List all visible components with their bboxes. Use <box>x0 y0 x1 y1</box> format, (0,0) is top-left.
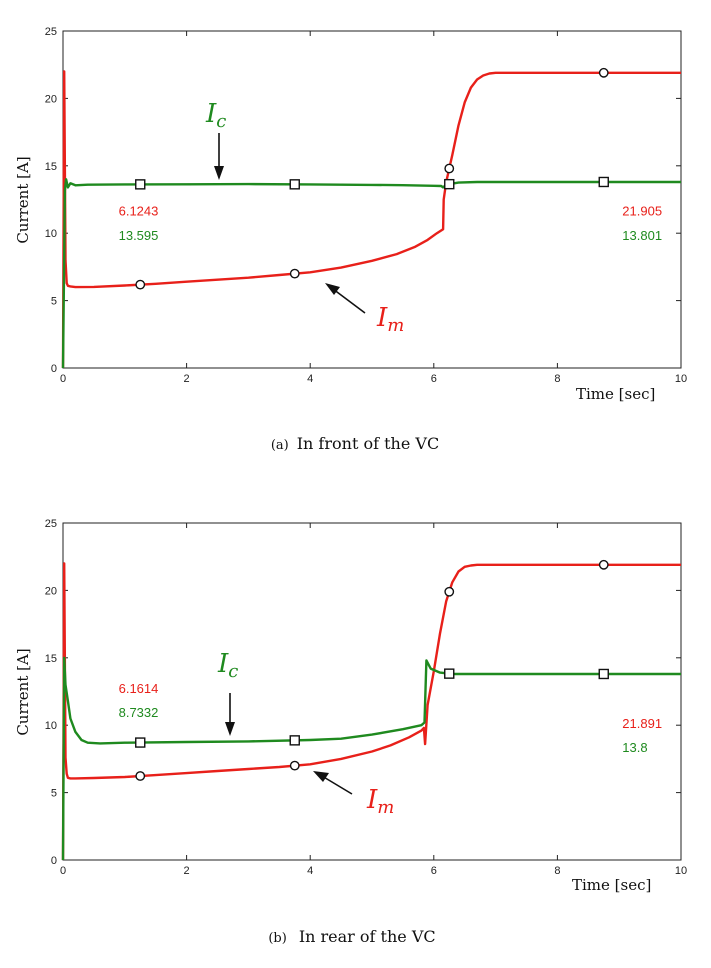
x-tick-label-b-2: 4 <box>307 865 313 877</box>
y-tick-label-b-1: 5 <box>51 788 57 800</box>
ic-label-a: Ic <box>205 99 226 132</box>
y-tick-label-b-2: 10 <box>45 720 57 732</box>
x-tick-label-a-3: 6 <box>431 373 437 385</box>
series-lines-b <box>61 562 681 861</box>
y-axis-label-a: Current [A] <box>14 156 32 243</box>
series-line-b-i-m <box>61 562 681 861</box>
y-tick-label-b-3: 15 <box>45 653 57 665</box>
x-axis-label-bg-b <box>568 874 672 896</box>
value-label-b-0: 6.1614 <box>119 681 159 696</box>
ic-label-sub-a: c <box>216 111 226 132</box>
value-label-b-1: 8.7332 <box>119 705 159 720</box>
ic-label-b: Ic <box>217 649 238 682</box>
marker-a-i-m-3 <box>598 67 609 78</box>
marker-b-i-c-3 <box>598 668 609 680</box>
caption-a: (a) In front of the VC <box>271 434 439 453</box>
marker-b-i-m-1 <box>289 760 300 771</box>
y-tick-label-b-5: 25 <box>45 518 57 530</box>
x-tick-label-a-1: 2 <box>184 373 190 385</box>
ic-arrow-a <box>214 133 224 180</box>
value-label-b-3: 13.8 <box>622 740 647 755</box>
y-tick-label-a-4: 20 <box>45 93 57 105</box>
x-axis-label-bg-a <box>572 383 672 405</box>
series-line-a-i-m <box>61 70 681 369</box>
marker-a-i-m-1 <box>289 268 300 279</box>
y-axis-label-b: Current [A] <box>14 648 32 735</box>
ic-label-main-b: I <box>217 649 229 679</box>
x-tick-label-a-0: 0 <box>60 373 66 385</box>
im-arrow-a <box>325 283 366 314</box>
ticks-b: 0 2 4 6 8 10 0 5 10 15 20 25 <box>45 518 687 877</box>
chart-b: 0 2 4 6 8 10 0 5 10 15 20 25 6.1614 8.7332 21.891 13.8… <box>14 518 687 946</box>
x-tick-label-b-0: 0 <box>60 865 66 877</box>
ic-label-main-a: I <box>205 99 217 129</box>
marker-b-i-m-3 <box>598 559 609 570</box>
marker-a-i-c-2 <box>444 178 455 190</box>
x-tick-label-b-1: 2 <box>184 865 190 877</box>
im-label-main-b: I <box>366 785 378 815</box>
y-tick-label-b-0: 0 <box>51 855 57 867</box>
x-axis-label-b: Time [sec] <box>572 876 651 894</box>
x-tick-label-b-5: 10 <box>675 865 687 877</box>
series-lines-a <box>61 70 681 369</box>
value-label-a-3: 13.801 <box>622 228 662 243</box>
y-tick-label-a-3: 15 <box>45 161 57 173</box>
im-label-main-a: I <box>376 303 388 333</box>
series-line-b-i-c <box>61 656 681 861</box>
annotations-b: 6.1614 8.7332 21.891 13.8 <box>119 681 662 755</box>
x-tick-label-b-3: 6 <box>431 865 437 877</box>
y-tick-label-a-0: 0 <box>51 363 57 375</box>
caption-text-b: In rear of the VC <box>299 927 436 946</box>
x-tick-label-a-5: 10 <box>675 373 687 385</box>
im-label-sub-b: m <box>377 797 394 818</box>
x-axis-label-a: Time [sec] <box>576 385 655 403</box>
value-label-a-2: 21.905 <box>622 204 662 219</box>
x-tick-label-a-2: 4 <box>307 373 313 385</box>
marker-b-i-m-2 <box>444 586 455 597</box>
value-label-a-0: 6.1243 <box>119 204 159 219</box>
y-tick-label-a-1: 5 <box>51 296 57 308</box>
im-label-b: Im <box>366 785 394 818</box>
value-label-b-2: 21.891 <box>622 716 662 731</box>
markers-b <box>135 559 609 781</box>
plot-area-a <box>62 30 682 369</box>
marker-b-i-m-0 <box>135 771 146 781</box>
ic-label-sub-b: c <box>228 661 238 682</box>
marker-a-i-c-3 <box>598 176 609 188</box>
y-tick-label-a-5: 25 <box>45 26 57 38</box>
im-label-a: Im <box>376 303 404 336</box>
plot-area-b <box>62 522 682 861</box>
marker-a-i-m-0 <box>135 279 146 290</box>
y-tick-label-a-2: 10 <box>45 228 57 240</box>
marker-b-i-c-2 <box>444 668 455 679</box>
im-label-sub-a: m <box>387 315 404 336</box>
caption-letter-a: (a) <box>271 438 289 453</box>
marker-b-i-c-0 <box>135 737 146 748</box>
marker-a-i-c-0 <box>135 179 146 190</box>
value-label-a-1: 13.595 <box>119 228 159 243</box>
x-tick-label-b-4: 8 <box>554 865 560 877</box>
annotations-a: 6.1243 13.595 21.905 13.801 <box>119 204 662 243</box>
chart-a: 0 2 4 6 8 10 0 5 10 15 20 25 6.1243 13.595 21.905 13.8… <box>14 26 687 453</box>
marker-b-i-c-1 <box>289 735 300 746</box>
caption-text-a: In front of the VC <box>297 434 439 453</box>
series-line-a-i-c <box>61 178 681 369</box>
y-tick-label-b-4: 20 <box>45 585 57 597</box>
im-arrow-b <box>313 771 353 795</box>
ic-arrow-b <box>225 693 235 736</box>
markers-a <box>135 67 609 290</box>
marker-a-i-m-2 <box>444 163 455 174</box>
caption-letter-b: (b) <box>268 931 286 946</box>
x-tick-label-a-4: 8 <box>554 373 560 385</box>
marker-a-i-c-1 <box>289 179 300 190</box>
caption-b: (b) In rear of the VC <box>268 927 435 946</box>
ticks-a: 0 2 4 6 8 10 0 5 10 15 20 25 <box>45 26 687 385</box>
